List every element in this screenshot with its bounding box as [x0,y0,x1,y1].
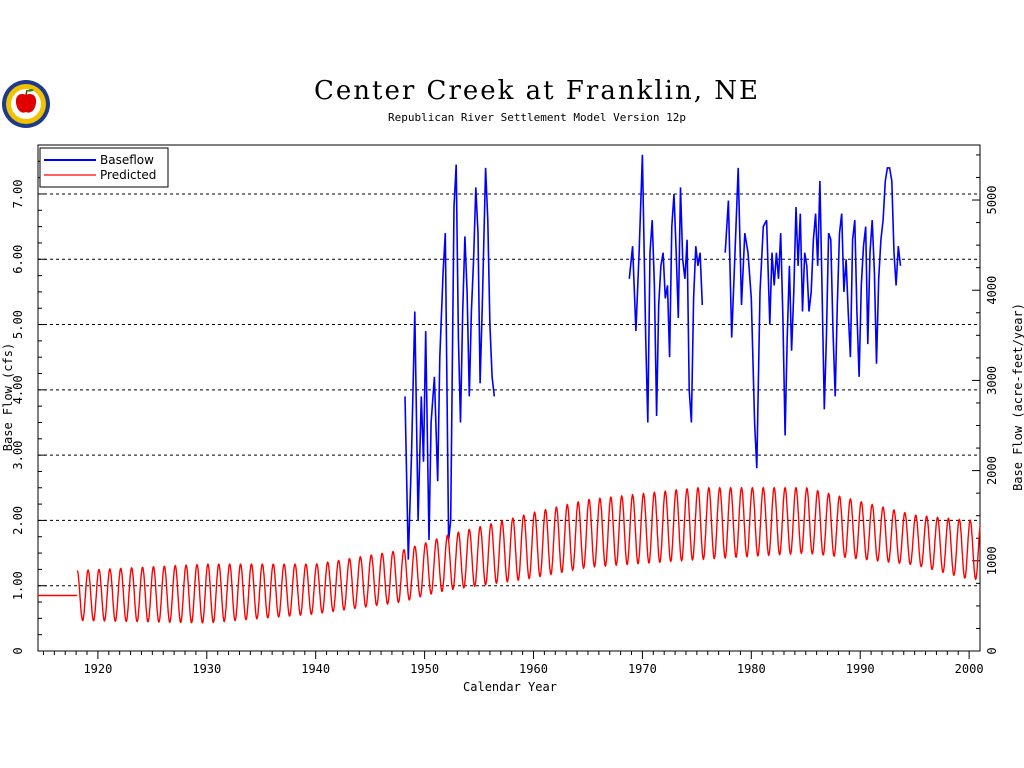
x-tick-label: 1980 [737,662,766,676]
chart-subtitle: Republican River Settlement Model Versio… [387,111,686,124]
y2-tick-label: 3000 [985,366,999,395]
apple-icon [15,93,37,113]
y2-axis-title: Base Flow (acre-feet/year) [1011,303,1024,491]
x-tick-label: 2000 [955,662,984,676]
legend: Baseflow Predicted [39,147,169,188]
x-axis-title: Calendar Year [463,680,557,694]
y-axis-title: Base Flow (cfs) [1,343,15,451]
y2-tick-label: 4000 [985,276,999,305]
y-tick-label: 7.00 [11,180,25,209]
baseflow-line-segment [628,154,704,423]
x-tick-label: 1930 [192,662,221,676]
y-tick-label: 6.00 [11,245,25,274]
chart-title: Center Creek at Franklin, NE [314,76,760,106]
plot-frame [37,144,981,652]
legend-label-baseflow: Baseflow [100,153,154,167]
legend-label-predicted: Predicted [100,168,156,182]
logo-seal [2,80,50,128]
x-tick-label: 1940 [301,662,330,676]
baseflow-line-segment [724,167,902,469]
y-tick-label: 4.00 [11,375,25,404]
y-tick-label: 3.00 [11,441,25,470]
y2-tick-label: 1000 [985,546,999,575]
axes: 1920 1930 1940 1950 1960 1970 1980 1990 2000 0 1.0… [11,144,999,676]
y2-tick-label: 5000 [985,186,999,215]
x-tick-label: 1990 [846,662,875,676]
x-tick-label: 1920 [83,662,112,676]
y2-tick-label: 0 [985,647,999,654]
y-tick-label: 2.00 [11,506,25,535]
x-tick-label: 1970 [628,662,657,676]
legend-box [39,147,169,188]
y2-tick-label: 2000 [985,456,999,485]
y-tick-label: 0 [11,647,25,654]
x-tick-label: 1960 [519,662,548,676]
series-group [38,154,981,624]
y-tick-label: 1.00 [11,571,25,600]
predicted-line [76,486,981,624]
y-tick-label: 5.00 [11,310,25,339]
baseflow-line-segment [404,164,496,560]
x-tick-label: 1950 [410,662,439,676]
